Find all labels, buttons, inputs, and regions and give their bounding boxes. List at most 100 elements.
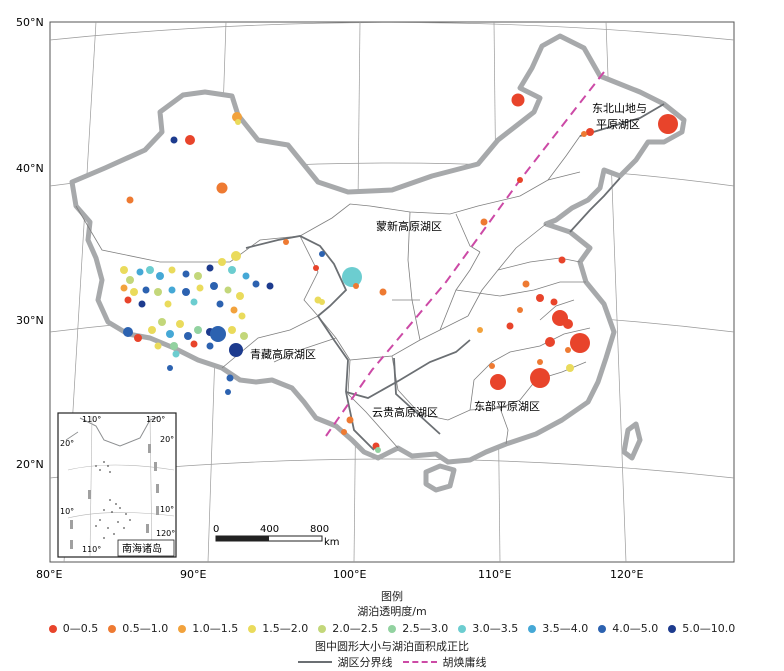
legend-class-item: 0—0.5	[48, 622, 99, 635]
legend-subtitle: 湖泊透明度/m	[357, 605, 427, 618]
lake-point	[172, 350, 180, 358]
lake-point	[477, 327, 483, 333]
lake-point	[480, 218, 488, 226]
legend-class-item: 1.0—1.5	[178, 622, 238, 635]
lake-point	[154, 342, 162, 350]
lake-point	[120, 266, 128, 274]
lake-point	[182, 288, 190, 296]
legend-class-label: 1.5—2.0	[262, 622, 309, 635]
lake-point	[156, 272, 164, 280]
lake-point	[126, 196, 134, 204]
legend-class-item: 4.0—5.0	[598, 622, 658, 635]
lon-label-100: 100°E	[333, 568, 366, 581]
legend-class-label: 2.0—2.5	[332, 622, 379, 635]
boundary-line-icon	[297, 661, 332, 663]
lake-point	[190, 340, 198, 348]
lake-point	[216, 300, 224, 308]
lake-point	[231, 251, 241, 261]
lat-label-40: 40°N	[16, 162, 44, 175]
lake-region-boundaries	[245, 103, 665, 451]
lon-label-110: 110°E	[478, 568, 511, 581]
region-label-mengxin: 蒙新高原湖区	[376, 219, 442, 233]
lake-point	[658, 114, 678, 134]
lake-point	[530, 368, 550, 388]
lake-point	[134, 334, 142, 342]
lake-point	[563, 319, 573, 329]
lake-point	[566, 364, 574, 372]
lake-point	[130, 288, 138, 296]
dashed-line-icon	[402, 661, 437, 663]
lake-point	[226, 374, 234, 382]
lake-point	[489, 363, 495, 369]
lake-point	[196, 284, 204, 292]
lake-point	[236, 292, 244, 300]
lake-point	[184, 332, 192, 340]
lake-point	[210, 326, 226, 342]
lake-points	[120, 93, 678, 453]
lake-point	[230, 306, 238, 314]
lake-point	[586, 128, 594, 136]
lake-point	[229, 343, 243, 357]
legend-class-item: 2.0—2.5	[318, 622, 378, 635]
lake-point	[581, 131, 587, 137]
lake-point	[190, 298, 198, 306]
lat-label-30: 30°N	[16, 314, 44, 327]
legend-class-label: 4.0—5.0	[612, 622, 659, 635]
inset-lat-label: 10°	[160, 505, 174, 514]
region-label-northeast-2: 平原湖区	[596, 118, 640, 131]
legend-class-item: 2.5—3.0	[388, 622, 448, 635]
circle-icon	[108, 624, 117, 633]
lake-point	[242, 272, 250, 280]
south-china-sea-inset: 110° 120° 20° 20° 10° 10° 120° 110° 南海诸岛	[57, 412, 177, 558]
china-lake-transparency-map: 50°N 40°N 30°N 20°N 80°E 90°E 100°E 110°…	[16, 16, 735, 581]
lake-point	[536, 294, 544, 302]
lake-point	[225, 389, 231, 395]
lake-point	[228, 326, 236, 334]
circle-icon	[318, 624, 327, 633]
legend-class-label: 0.5—1.0	[122, 622, 169, 635]
circle-icon	[458, 624, 467, 633]
inset-lat-label: 10°	[60, 507, 74, 516]
legend-class-label: 0—0.5	[62, 622, 99, 635]
lake-point	[545, 337, 555, 347]
lake-point	[170, 342, 178, 350]
hu-huanyong-line	[325, 71, 605, 437]
inset-lon-label: 110°	[82, 545, 101, 554]
lake-point	[252, 280, 260, 288]
lake-point	[238, 312, 246, 320]
circle-icon	[178, 624, 187, 633]
lake-point	[283, 239, 289, 245]
lake-point	[154, 288, 162, 296]
legend-class-label: 3.0—3.5	[472, 622, 519, 635]
inset-lon-label: 120°	[146, 415, 165, 424]
lake-point	[206, 264, 214, 272]
legend-class-label: 5.0—10.0	[682, 622, 736, 635]
legend-boundary-label: 湖区分界线	[337, 656, 393, 669]
lake-point	[210, 282, 218, 290]
lake-point	[182, 270, 190, 278]
lake-point	[216, 182, 228, 194]
lake-point	[319, 299, 325, 305]
lake-point	[235, 119, 241, 125]
lake-point	[558, 256, 566, 264]
region-label-yungui: 云贵高原湖区	[372, 405, 438, 419]
lake-point	[490, 374, 506, 390]
lake-point	[570, 333, 590, 353]
lon-label-120: 120°E	[610, 568, 643, 581]
lake-point	[176, 320, 184, 328]
legend-class-label: 2.5—3.0	[402, 622, 449, 635]
legend-class-label: 1.0—1.5	[192, 622, 239, 635]
lake-point	[194, 326, 202, 334]
scale-tick-0: 0	[213, 524, 219, 535]
lake-point	[537, 359, 543, 365]
lake-point	[170, 136, 178, 144]
lake-point	[550, 298, 558, 306]
circle-icon	[248, 624, 257, 633]
lake-point	[146, 266, 154, 274]
legend-size-note: 图中圆形大小与湖泊面积成正比	[315, 640, 469, 653]
lake-point	[123, 327, 133, 337]
legend-lines: 湖区分界线 胡焕庸线	[0, 654, 784, 670]
lake-point	[206, 342, 214, 350]
legend-huline-label: 胡焕庸线	[442, 656, 487, 669]
inset-lat-label: 20°	[160, 435, 174, 444]
